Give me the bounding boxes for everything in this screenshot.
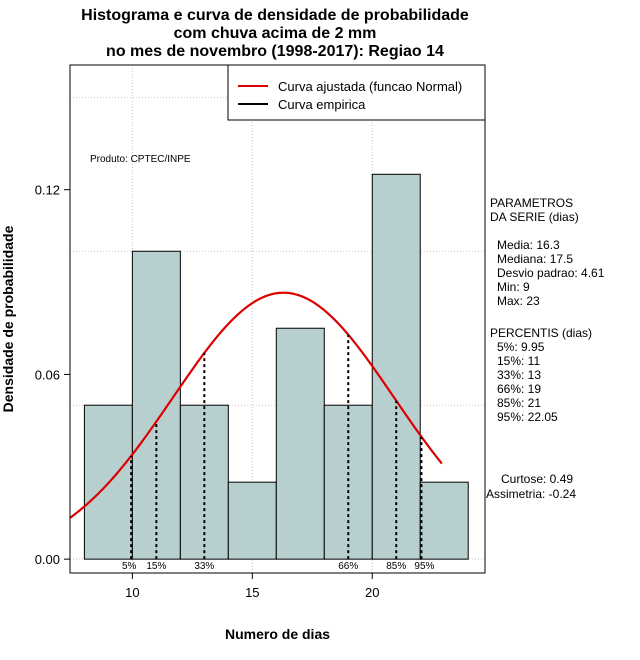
percentile-item-4: 66%: 19 (497, 382, 541, 396)
histogram-bar-7 (371, 173, 421, 560)
percentile-item-2: 15%: 11 (497, 354, 540, 368)
legend-label-2: Curva empirica (278, 97, 366, 112)
axes: 10 15 20 0.00 0.06 0.12 Numero de dias Densidad… (0, 183, 379, 642)
y-tick-label-0: 0.00 (35, 552, 60, 567)
percentile-label-5: 5% (122, 561, 137, 572)
parameters-heading-2: DA SERIE (dias) (490, 210, 579, 224)
parameters-heading-1: PARAMETROS (490, 196, 573, 210)
histogram-bar-5 (275, 327, 325, 560)
percentile-label-66: 66% (338, 561, 358, 572)
y-axis-label: Densidade de probabilidade (0, 225, 16, 412)
shape-stat-1: Curtose: 0.49 (501, 472, 573, 486)
histogram-bar-6 (323, 404, 373, 560)
normal-curve-line (69, 291, 443, 519)
normal-curve (69, 291, 443, 519)
legend-label-1: Curva ajustada (funcao Normal) (278, 79, 462, 94)
x-axis-label: Numero de dias (225, 626, 330, 642)
percentile-label-15: 15% (146, 561, 166, 572)
percentile-label-95: 95% (414, 561, 434, 572)
percentile-item-5: 85%: 21 (497, 396, 541, 410)
y-tick-label-2: 0.12 (35, 183, 60, 198)
legend: Curva ajustada (funcao Normal) Curva empi… (227, 64, 486, 121)
histogram-bar-8 (419, 481, 469, 560)
title-line-3: no mes de novembro (1998-2017): Regiao 1… (106, 43, 444, 60)
y-tick-label-1: 0.06 (35, 367, 60, 382)
percentile-item-1: 5%: 9.95 (497, 340, 545, 354)
parameter-item-3: Desvio padrao: 4.61 (497, 266, 605, 280)
title-line-2: com chuva acima de 2 mm (174, 25, 377, 42)
percentile-item-3: 33%: 13 (497, 368, 541, 382)
histogram-bar-2 (131, 250, 181, 560)
histogram-bars (83, 173, 469, 560)
chart-title: Histograma e curva de densidade de proba… (81, 7, 469, 60)
percentile-item-6: 95%: 22.05 (497, 410, 558, 424)
percentiles-heading: PERCENTIS (dias) (490, 326, 592, 340)
percentile-markers: 5% 15% 33% 66% 85% 95% (122, 334, 435, 572)
histogram-bar-1 (83, 404, 133, 560)
x-tick-label-0: 10 (125, 585, 139, 600)
x-tick-label-2: 20 (365, 585, 379, 600)
parameter-item-4: Min: 9 (497, 280, 530, 294)
shape-stat-2: Assimetria: -0.24 (486, 487, 576, 501)
parameter-item-2: Mediana: 17.5 (497, 252, 573, 266)
legend-box (227, 64, 486, 121)
title-line-1: Histograma e curva de densidade de proba… (81, 7, 469, 24)
parameter-item-5: Max: 23 (497, 294, 540, 308)
percentile-label-33: 33% (194, 561, 214, 572)
x-tick-label-1: 15 (245, 585, 259, 600)
parameter-item-1: Media: 16.3 (497, 238, 560, 252)
percentile-label-85: 85% (386, 561, 406, 572)
histogram-bar-4 (227, 481, 277, 560)
annotation-product: Produto: CPTEC/INPE (90, 154, 191, 165)
histogram-bar-3 (179, 404, 229, 560)
